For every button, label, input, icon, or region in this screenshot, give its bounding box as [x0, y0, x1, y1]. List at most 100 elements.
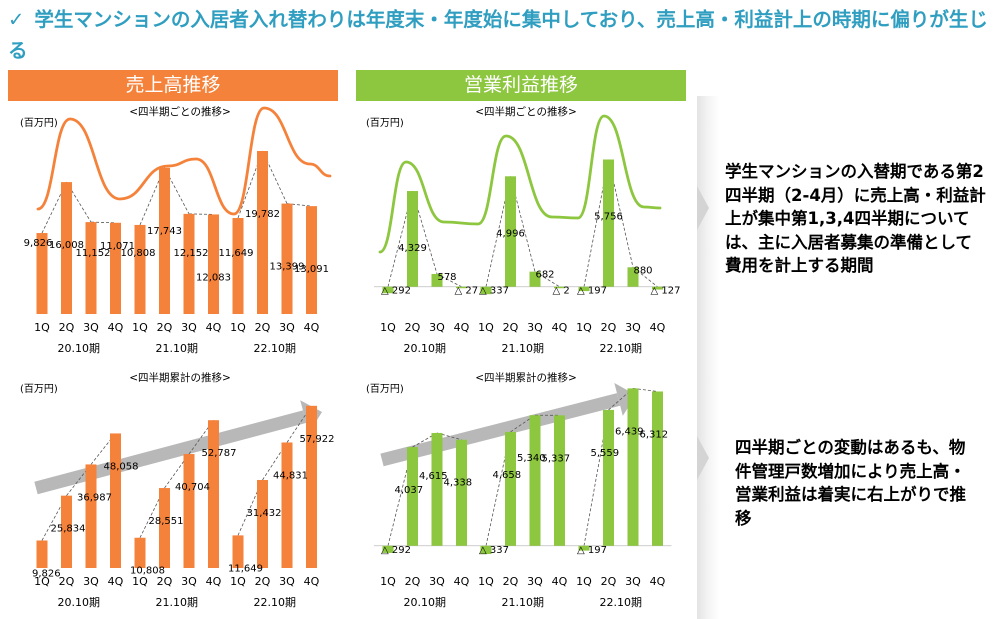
bar [578, 545, 590, 551]
bar [407, 447, 418, 546]
bar [554, 415, 565, 546]
bar [578, 286, 590, 292]
x-tick-label: 3Q [83, 321, 99, 334]
x-tick-label: 2Q [502, 321, 519, 334]
connector-line [286, 203, 312, 207]
bar [456, 286, 467, 289]
data-label: △ 197 [577, 545, 607, 556]
x-tick-label: 1Q [380, 321, 396, 334]
bar [36, 540, 48, 568]
data-label: 48,058 [104, 461, 139, 472]
bar [480, 545, 492, 555]
data-label: 4,615 [419, 471, 448, 482]
data-label: 28,551 [149, 516, 184, 527]
x-tick-label: 2Q [254, 575, 271, 588]
headline-text: 学生マンションの入居者入れ替わりは年度末・年度始に集中しており、売上高・利益計上… [8, 8, 988, 62]
sales-quarterly-panel: (百万円) <四半期ごとの推移> 9,826 16,008 11,152 11,071… [20, 104, 340, 366]
period-label: 20.10期 [57, 342, 101, 355]
x-tick-label: 2Q [156, 575, 173, 588]
bar [36, 233, 48, 314]
data-label: 44,831 [273, 470, 308, 481]
bar [382, 286, 394, 294]
unit-label: (百万円) [366, 384, 404, 395]
period-label: 20.10期 [403, 342, 447, 355]
connector-line [632, 387, 658, 392]
bar [456, 439, 467, 546]
x-tick-label: 4Q [205, 321, 222, 334]
bar [85, 464, 97, 568]
x-tick-label: 4Q [551, 321, 568, 334]
x-tick-label: 4Q [649, 321, 666, 334]
x-tick-label: 4Q [205, 575, 222, 588]
bar [134, 224, 146, 314]
bar [281, 203, 293, 314]
bar [159, 488, 170, 568]
x-tick-label: 1Q [230, 321, 246, 334]
x-axis-labels: 1Q 2Q 3Q 4Q 1Q 2Q 3Q 4Q 1Q 2Q 3Q 4Q 20.10期 21.10期 22.1… [20, 321, 340, 361]
bar [480, 286, 492, 295]
chart-subtitle: <四半期ごとの推移> [129, 106, 231, 118]
data-label: 11,649 [228, 563, 263, 574]
x-tick-label: 2Q [600, 575, 617, 588]
data-label: △ 127 [651, 286, 681, 297]
data-label: 6,312 [640, 429, 669, 440]
connector-line [188, 419, 214, 455]
profit-banner: 営業利益推移 [356, 70, 686, 101]
x-tick-label: 3Q [429, 321, 445, 334]
data-label: 4,037 [395, 485, 424, 496]
x-axis-labels: 1Q 2Q 3Q 4Q 1Q 2Q 3Q 4Q 1Q 2Q 3Q 4Q 20.10期 21.10期 22.1… [366, 575, 686, 615]
x-tick-label: 1Q [34, 321, 50, 334]
x-tick-label: 3Q [181, 321, 197, 334]
connector-line [608, 159, 634, 268]
bar [257, 479, 268, 568]
data-label: △ 337 [479, 545, 509, 556]
bar [431, 273, 443, 287]
x-tick-label: 1Q [132, 321, 148, 334]
x-tick-label: 4Q [453, 321, 470, 334]
x-tick-label: 2Q [502, 575, 519, 588]
data-label: △ 292 [381, 545, 411, 556]
pointer-arrow-icon [697, 186, 709, 230]
data-label: 12,152 [174, 248, 209, 259]
bar [407, 191, 418, 287]
bar [382, 545, 394, 553]
bar [110, 222, 121, 314]
data-label: △ 197 [577, 286, 607, 297]
x-tick-label: 2Q [58, 575, 75, 588]
x-tick-label: 3Q [527, 575, 543, 588]
data-label: 13,091 [294, 264, 329, 275]
data-label: 12,083 [196, 272, 231, 283]
bar [183, 213, 195, 314]
profit-cumulative-panel: (百万円) <四半期累計の推移> △ 292 4,037 4,615 4,338 △ 3… [366, 370, 686, 619]
trend-arrow [380, 382, 636, 467]
profit-quarterly-panel: (百万円) <四半期ごとの推移> △ 292 4,329 578 △ 27 △ 337 4… [366, 104, 686, 366]
data-label: 5,559 [591, 448, 620, 459]
data-label: 10,808 [130, 566, 165, 577]
data-label: 682 [535, 270, 554, 281]
x-tick-label: 2Q [600, 321, 617, 334]
explanation-box: 学生マンションの入替期である第2四半期（2-4月）に売上高・利益計上が集中第1,… [697, 96, 997, 619]
x-tick-label: 1Q [230, 575, 246, 588]
explanation-bottom: 四半期ごとの変動はあるも、物件管理戸数増加により売上高・営業利益は着実に右上がり… [735, 438, 966, 528]
x-tick-label: 1Q [576, 575, 592, 588]
seasonality-wave [36, 106, 332, 216]
period-label: 22.10期 [253, 596, 297, 609]
data-label: 19,782 [245, 209, 280, 220]
data-label: △ 27 [455, 286, 479, 297]
data-label: 52,787 [202, 448, 237, 459]
data-label: 5,756 [594, 211, 623, 222]
bar [232, 535, 244, 568]
x-axis-labels: 1Q 2Q 3Q 4Q 1Q 2Q 3Q 4Q 1Q 2Q 3Q 4Q 20.10期 21.10期 22.1… [366, 321, 686, 361]
data-label: 880 [633, 265, 652, 276]
data-label: 11,152 [76, 248, 111, 259]
bar [652, 286, 663, 290]
bar [529, 271, 541, 287]
data-label: △ 2 [553, 286, 570, 297]
bar [505, 431, 516, 546]
data-label: 13,399 [270, 262, 305, 273]
trend-arrow-shaft [380, 393, 621, 467]
x-tick-label: 1Q [132, 575, 148, 588]
bar [134, 537, 146, 568]
x-tick-label: 2Q [58, 321, 75, 334]
